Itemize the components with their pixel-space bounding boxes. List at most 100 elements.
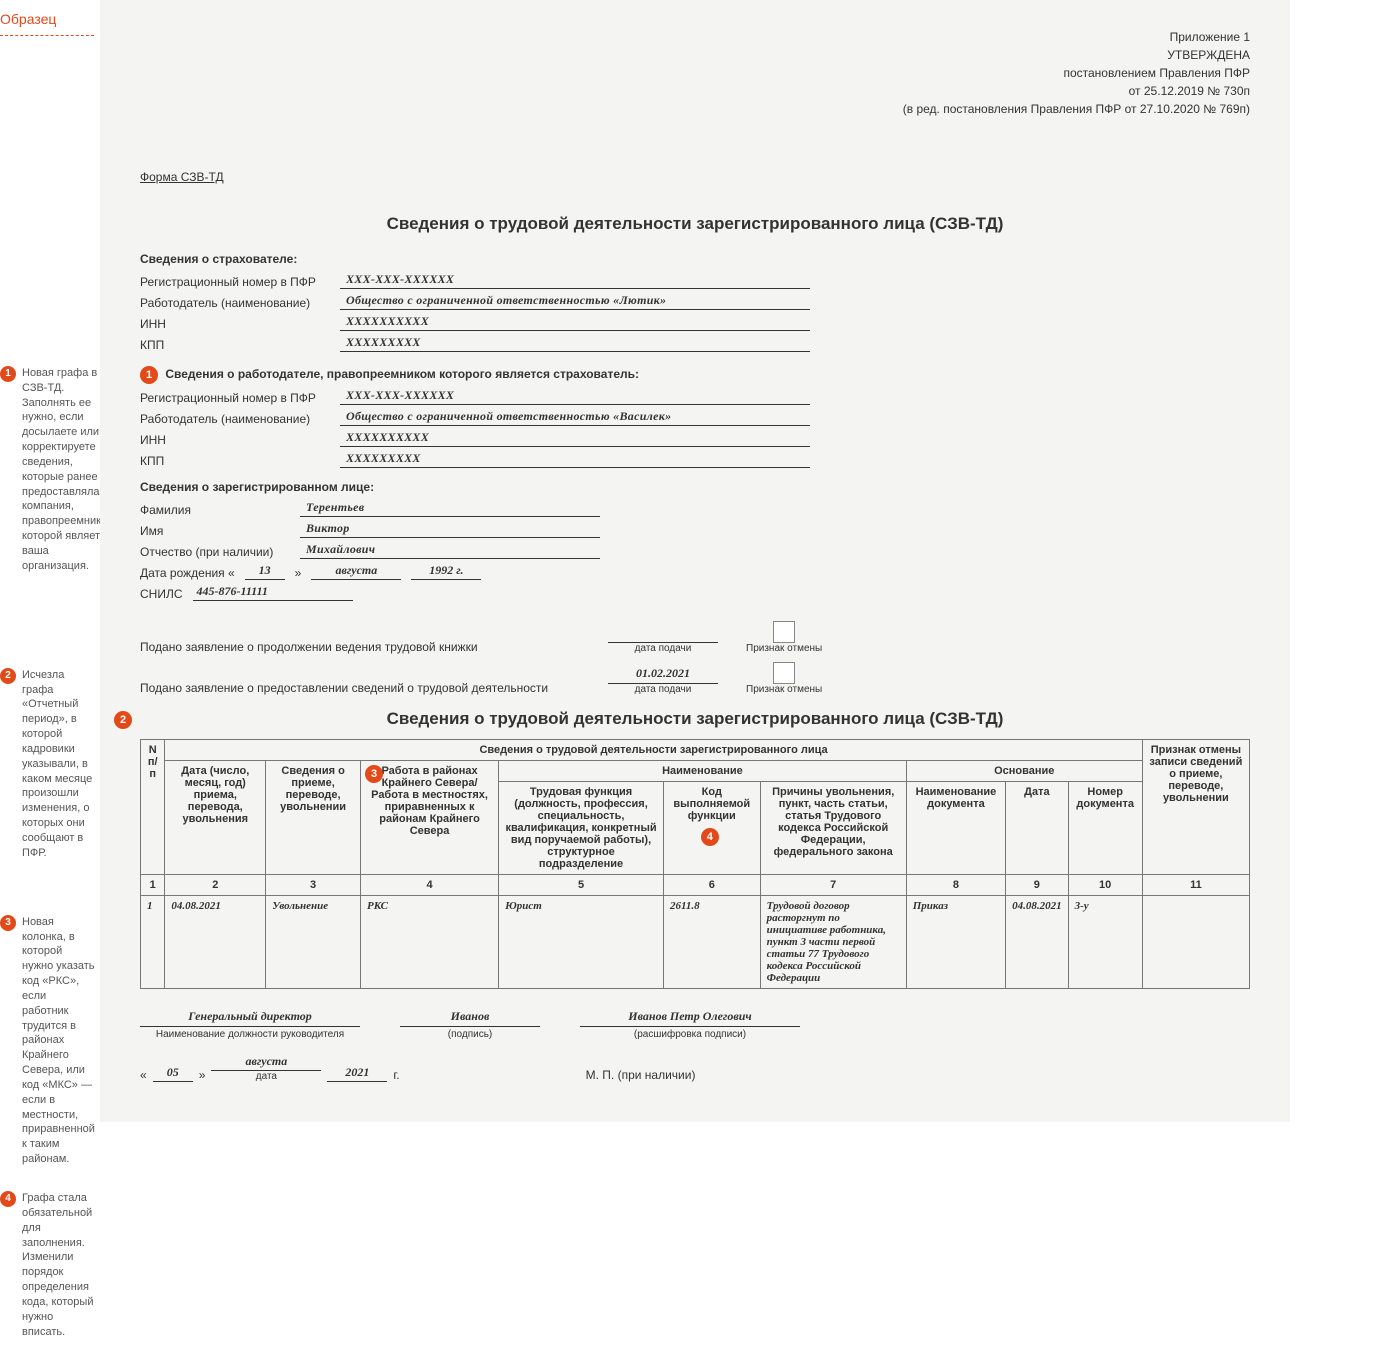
th-osn-group: Основание — [906, 761, 1142, 782]
annotation-2: 2 Исчезла графа «Отчетный период», в кот… — [0, 668, 94, 861]
marker-3: 3 — [365, 765, 383, 783]
sig-day: 05 — [153, 1065, 193, 1082]
provide-date-value: 01.02.2021 — [608, 666, 718, 684]
insurer-kpp-value: XXXXXXXXX — [340, 335, 810, 352]
pred-kpp-label: КПП — [140, 454, 330, 468]
pred-inn-label: ИНН — [140, 433, 330, 447]
annotation-badge-2: 2 — [0, 668, 16, 684]
annotation-1: 1 Новая графа в СЗВ-ТД. Заполнять ее нуж… — [0, 366, 94, 574]
colnum-5: 5 — [499, 875, 664, 896]
statement-provide-label: Подано заявление о предоставлении сведен… — [140, 681, 580, 695]
th-npp: N п/п — [141, 740, 165, 875]
cell-event: Увольнение — [266, 896, 361, 989]
person-section-label: Сведения о зарегистрированном лице: — [140, 480, 1250, 494]
date-submit-label-1: дата подачи — [608, 643, 718, 654]
colnum-9: 9 — [1006, 875, 1069, 896]
annotation-badge-1: 1 — [0, 366, 16, 382]
th-date: Дата (число, месяц, год) приема, перевод… — [165, 761, 266, 875]
dob-day: 13 — [245, 563, 285, 580]
th-cancel: Признак отмены записи сведений о приеме,… — [1142, 740, 1249, 875]
sample-label: Образец — [0, 10, 94, 36]
colnum-3: 3 — [266, 875, 361, 896]
sig-signature: Иванов — [400, 1009, 540, 1027]
activity-table: N п/п Сведения о трудовой деятельности з… — [140, 739, 1250, 989]
date-submit-label-2: дата подачи — [608, 684, 718, 695]
colnum-7: 7 — [760, 875, 906, 896]
mp-label: М. П. (при наличии) — [586, 1068, 696, 1082]
cell-code: 2611.8 — [663, 896, 760, 989]
first-name-label: Имя — [140, 524, 290, 538]
predecessor-section-label: Сведения о работодателе, правопреемником… — [165, 367, 639, 381]
cell-n: 1 — [141, 896, 165, 989]
th-code: Код выполняемой функции 4 — [663, 782, 760, 875]
annotation-text-2: Исчезла графа «Отчетный период», в котор… — [22, 668, 94, 861]
colnum-8: 8 — [906, 875, 1005, 896]
annotation-text-4: Графа стала обязательной для заполнения.… — [22, 1191, 94, 1339]
insurer-inn-value: XXXXXXXXXX — [340, 314, 810, 331]
cell-cancel — [1142, 896, 1249, 989]
cell-date: 04.08.2021 — [165, 896, 266, 989]
annotation-3: 3 Новая колонка, в которой нужно указать… — [0, 915, 94, 1167]
dob-label: Дата рождения « — [140, 566, 235, 580]
colnum-4: 4 — [361, 875, 499, 896]
th-docnum: Номер документа — [1068, 782, 1142, 875]
pred-reg-label: Регистрационный номер в ПФР — [140, 391, 330, 405]
colnum-10: 10 — [1068, 875, 1142, 896]
sig-year: 2021 — [327, 1065, 387, 1082]
pred-emp-label: Работодатель (наименование) — [140, 412, 330, 426]
cell-func: Юрист — [499, 896, 664, 989]
snils-value: 445-876-11111 — [193, 584, 353, 601]
pred-emp-value: Общество с ограниченной ответственностью… — [340, 409, 810, 426]
last-name-label: Фамилия — [140, 503, 290, 517]
cancel-label-1: Признак отмены — [746, 643, 822, 654]
sig-name: Иванов Петр Олегович — [580, 1009, 800, 1027]
cancel-checkbox-2[interactable] — [773, 662, 795, 684]
marker-1: 1 — [140, 366, 158, 384]
snils-label: СНИЛС — [140, 587, 183, 601]
th-reason: Причины увольнения, пункт, часть статьи,… — [760, 782, 906, 875]
th-func: Трудовая функция (должность, профессия, … — [499, 782, 664, 875]
th-event: Сведения о приеме, переводе, увольнении — [266, 761, 361, 875]
sig-position-label: Наименование должности руководителя — [140, 1029, 360, 1040]
sig-year-suffix: г. — [393, 1068, 399, 1082]
marker-2: 2 — [114, 711, 132, 729]
document-title: Сведения о трудовой деятельности зарегис… — [140, 214, 1250, 234]
th-docdate: Дата — [1006, 782, 1069, 875]
colnum-6: 6 — [663, 875, 760, 896]
table-row: 1 04.08.2021 Увольнение РКС Юрист 2611.8… — [141, 896, 1250, 989]
insurer-reg-label: Регистрационный номер в ПФР — [140, 275, 330, 289]
colnum-11: 11 — [1142, 875, 1249, 896]
cancel-checkbox-1[interactable] — [773, 621, 795, 643]
sig-signature-label: (подпись) — [400, 1029, 540, 1040]
document-page: Приложение 1 УТВЕРЖДЕНА постановлением П… — [100, 0, 1290, 1122]
pred-inn-value: XXXXXXXXXX — [340, 430, 810, 447]
cell-reason: Трудовой договор расторгнут по инициатив… — [760, 896, 906, 989]
annotation-badge-3: 3 — [0, 915, 16, 931]
th-group: Сведения о трудовой деятельности зарегис… — [165, 740, 1142, 761]
last-name-value: Терентьев — [300, 500, 600, 517]
cell-docdate: 04.08.2021 — [1006, 896, 1069, 989]
table-title: Сведения о трудовой деятельности зарегис… — [140, 709, 1250, 729]
form-code-link: Форма СЗВ-ТД — [140, 170, 224, 184]
first-name-value: Виктор — [300, 521, 600, 538]
th-docname: Наименование документа — [906, 782, 1005, 875]
insurer-section-label: Сведения о страхователе: — [140, 252, 1250, 266]
th-naim-group: Наименование — [499, 761, 907, 782]
dob-year: 1992 г. — [411, 563, 481, 580]
approval-header: Приложение 1 УТВЕРЖДЕНА постановлением П… — [140, 28, 1250, 118]
insurer-inn-label: ИНН — [140, 317, 330, 331]
cell-docname: Приказ — [906, 896, 1005, 989]
sig-month: августа — [211, 1054, 321, 1071]
patronymic-label: Отчество (при наличии) — [140, 545, 290, 559]
annotation-badge-4: 4 — [0, 1191, 16, 1207]
annotation-text-3: Новая колонка, в которой нужно указать к… — [22, 915, 95, 1167]
marker-4: 4 — [701, 828, 719, 846]
insurer-emp-value: Общество с ограниченной ответственностью… — [340, 293, 810, 310]
insurer-emp-label: Работодатель (наименование) — [140, 296, 330, 310]
colnum-2: 2 — [165, 875, 266, 896]
insurer-reg-value: XXX-XXX-XXXXXX — [340, 272, 810, 289]
cancel-label-2: Признак отмены — [746, 684, 822, 695]
statement-continue-label: Подано заявление о продолжении ведения т… — [140, 640, 580, 654]
annotation-4: 4 Графа стала обязательной для заполнени… — [0, 1191, 94, 1339]
patronymic-value: Михайлович — [300, 542, 600, 559]
